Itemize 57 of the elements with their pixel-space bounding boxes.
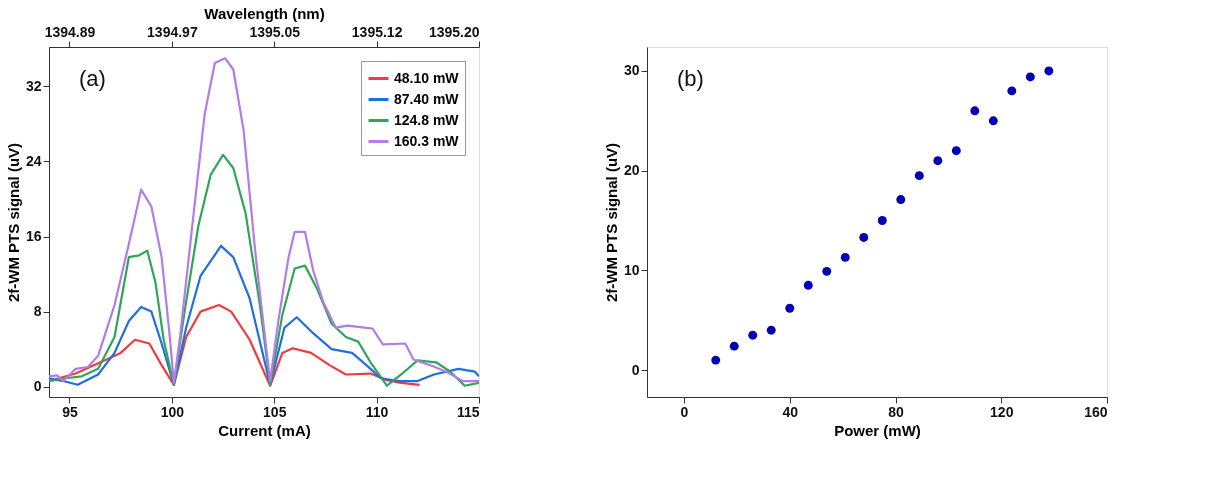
point: [822, 266, 832, 276]
y-tick-label: 10: [623, 261, 640, 278]
x2-tick-label: 1395.05: [249, 23, 301, 40]
x-tick-label: 115: [456, 403, 480, 420]
y-tick-label: 0: [631, 361, 640, 378]
annotation: (a): [79, 66, 106, 91]
point: [766, 325, 776, 335]
x-axis-title: Current (mA): [218, 421, 311, 439]
x-tick-label: 0: [680, 403, 689, 420]
point: [951, 146, 961, 156]
point: [988, 116, 998, 126]
point: [1025, 72, 1035, 82]
legend-label: 124.8 mW: [394, 111, 460, 128]
point: [1007, 86, 1017, 96]
y-tick-label: 30: [623, 62, 640, 79]
x-tick-label: 110: [365, 403, 389, 420]
line-series: [49, 153, 479, 387]
x-tick-label: 100: [160, 403, 185, 420]
y-axis-title: 2f-WM PTS signal (uV): [602, 142, 620, 303]
line-series: [49, 244, 479, 386]
y-tick-label: 0: [33, 378, 42, 395]
point: [803, 280, 813, 290]
x-tick-label: 105: [263, 403, 287, 420]
y-tick-label: 16: [25, 228, 42, 245]
point: [748, 330, 758, 340]
point: [970, 106, 980, 116]
legend-label: 48.10 mW: [394, 69, 460, 86]
y-axis-title: 2f-WM PTS signal (uV): [4, 142, 22, 303]
point: [859, 232, 869, 242]
x-tick-label: 80: [888, 403, 904, 420]
x2-tick-label: 1395.12: [351, 23, 403, 40]
x-tick-label: 40: [782, 403, 799, 420]
point: [896, 195, 906, 205]
x-tick-label: 120: [990, 403, 1014, 420]
legend-label: 160.3 mW: [394, 132, 460, 149]
x2-tick-label: 1394.97: [147, 23, 198, 40]
point: [1044, 66, 1054, 76]
x-tick-label: 95: [62, 403, 78, 420]
y-tick-label: 8: [33, 303, 42, 320]
point: [933, 156, 943, 166]
x2-tick-label: 1394.89: [44, 23, 96, 40]
point: [711, 355, 721, 365]
point: [914, 171, 924, 181]
y-tick-label: 24: [25, 152, 42, 169]
point: [877, 216, 887, 225]
y-tick-label: 32: [25, 77, 42, 94]
line-series: [49, 57, 479, 385]
x2-axis-title: Wavelength (nm): [204, 4, 325, 22]
point: [729, 341, 739, 351]
point: [785, 303, 795, 313]
x2-tick-label: 1395.20: [428, 23, 480, 40]
y-tick-label: 20: [623, 162, 640, 179]
annotation: (b): [677, 66, 704, 91]
point: [840, 252, 850, 262]
legend-label: 87.40 mW: [394, 90, 460, 107]
x-axis-title: Power (mW): [834, 421, 921, 439]
x-tick-label: 160: [1084, 403, 1108, 420]
